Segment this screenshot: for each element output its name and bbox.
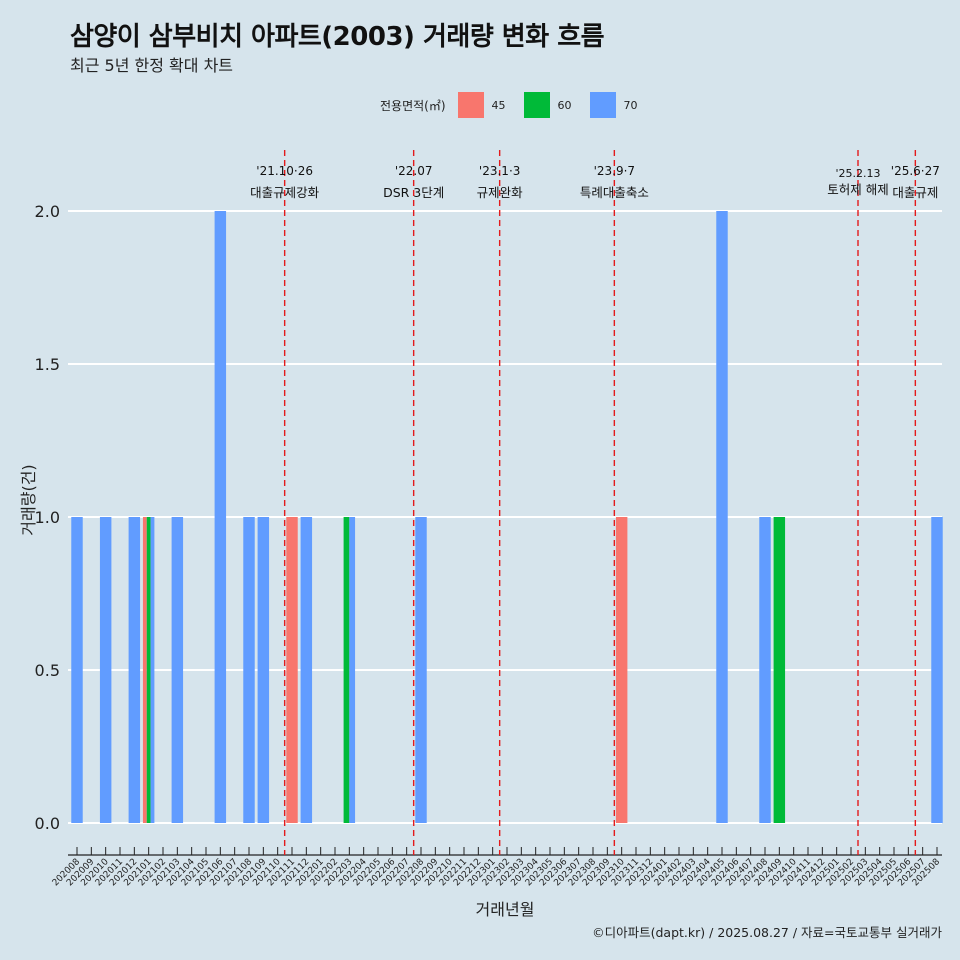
annotation-label: DSR 3단계 bbox=[383, 185, 444, 200]
legend-title: 전용면적(㎡) bbox=[380, 98, 446, 113]
legend-label-60: 60 bbox=[557, 98, 572, 112]
annotation-date: '25.2.13 bbox=[835, 167, 880, 180]
source-caption: ©디아파트(dapt.kr) / 2025.08.27 / 자료=국토교통부 실… bbox=[592, 925, 942, 940]
bar-70-202208 bbox=[415, 517, 427, 823]
bar-70-202405 bbox=[716, 211, 728, 823]
annotation-date: '22.07 bbox=[395, 164, 433, 178]
bar-70-202103 bbox=[171, 517, 184, 823]
legend-swatch-45 bbox=[457, 92, 484, 118]
y-tick-label: 0.0 bbox=[35, 814, 60, 833]
bar-60-202101 bbox=[146, 517, 151, 823]
chart-title: 삼양이 삼부비치 아파트(2003) 거래량 변화 흐름 bbox=[70, 22, 605, 52]
y-tick-label: 1.5 bbox=[35, 355, 60, 374]
bar-70-202508 bbox=[931, 517, 943, 823]
annotation-date: '23.9·7 bbox=[594, 164, 635, 178]
legend-label-45: 45 bbox=[491, 98, 506, 112]
annotation-label: 토허제 해제 bbox=[827, 182, 888, 197]
annotation-label: 특례대출축소 bbox=[580, 185, 649, 200]
bar-70-202203 bbox=[349, 517, 356, 823]
bar-70-202109 bbox=[257, 517, 270, 823]
legend-swatch-70 bbox=[589, 92, 616, 118]
bar-70-202108 bbox=[243, 517, 255, 823]
bar-45-202101 bbox=[142, 517, 147, 823]
bar-60-202409 bbox=[773, 517, 786, 823]
bar-70-202106 bbox=[214, 211, 227, 823]
y-tick-label: 1.0 bbox=[35, 508, 60, 527]
annotation-label: 대출규제 bbox=[892, 185, 938, 200]
y-axis-title: 거래량(건) bbox=[19, 464, 38, 535]
bar-70-202008 bbox=[71, 517, 83, 823]
legend-swatch-60 bbox=[523, 92, 550, 118]
annotation-date: '25.6·27 bbox=[891, 164, 940, 178]
bar-70-202408 bbox=[759, 517, 771, 823]
annotation-label: 규제완화 bbox=[477, 185, 524, 200]
annotation-date: '23.1·3 bbox=[479, 164, 520, 178]
bar-45-202310 bbox=[615, 517, 628, 823]
x-axis-title: 거래년월 bbox=[476, 900, 535, 919]
bar-70-202012 bbox=[128, 517, 141, 823]
legend: 전용면적(㎡) 45 60 70 bbox=[380, 92, 648, 118]
y-tick-label: 0.5 bbox=[35, 661, 60, 680]
annotation-date: '21.10·26 bbox=[256, 164, 313, 178]
bar-60-202203 bbox=[343, 517, 350, 823]
annotation-label: 대출규제강화 bbox=[250, 185, 320, 200]
bar-45-202111 bbox=[286, 517, 298, 823]
bar-70-202112 bbox=[300, 517, 313, 823]
chart-subtitle: 최근 5년 한정 확대 차트 bbox=[70, 56, 234, 75]
bar-70-202101 bbox=[150, 517, 155, 823]
y-tick-label: 2.0 bbox=[35, 202, 60, 221]
legend-label-70: 70 bbox=[623, 98, 638, 112]
bar-70-202010 bbox=[99, 517, 112, 823]
